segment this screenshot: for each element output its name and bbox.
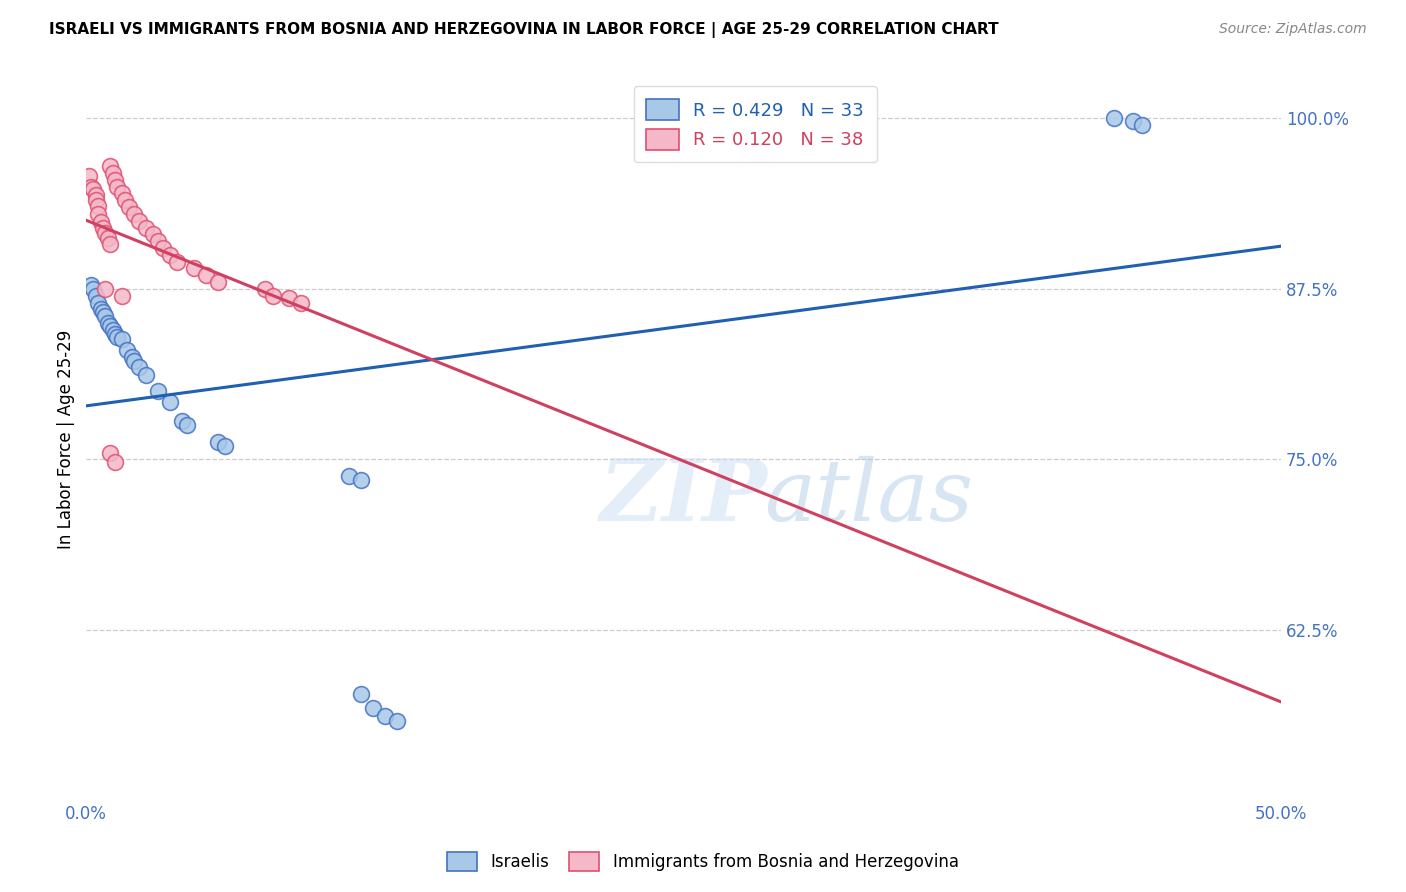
Point [135,368,157,382]
Point [90,302,112,317]
Legend: Israelis, Immigrants from Bosnia and Herzegovina: Israelis, Immigrants from Bosnia and Her… [439,843,967,880]
Point [350,473,373,487]
Point [80,277,103,292]
Point [207,434,229,449]
Point [194,268,217,283]
Point [111,289,134,303]
Point [374,709,396,723]
Point [214,439,236,453]
Point [350,687,373,701]
Point [104,455,127,469]
Point [97,231,120,245]
Point [104,173,127,187]
Point [1122,114,1144,128]
Point [135,220,157,235]
Point [94,282,117,296]
Point [111,333,134,347]
Point [94,310,117,324]
Point [91,305,114,319]
Point [1102,112,1125,126]
Point [278,292,301,306]
Point [84,187,107,202]
Point [128,359,150,374]
Point [118,200,141,214]
Point [82,282,104,296]
Point [254,282,277,296]
Point [87,207,110,221]
Point [111,186,134,201]
Point [105,179,128,194]
Point [290,295,312,310]
Point [82,182,104,196]
Point [98,236,121,251]
Point [84,193,107,207]
Point [183,261,205,276]
Point [77,169,100,183]
Point [115,343,138,358]
Point [101,323,124,337]
Point [90,215,112,229]
Point [122,354,145,368]
Point [361,701,384,715]
Point [80,179,103,194]
Text: ISRAELI VS IMMIGRANTS FROM BOSNIA AND HERZEGOVINA IN LABOR FORCE | AGE 25-29 COR: ISRAELI VS IMMIGRANTS FROM BOSNIA AND HE… [49,22,998,38]
Point [94,226,117,240]
Text: Source: ZipAtlas.com: Source: ZipAtlas.com [1219,22,1367,37]
Point [152,241,174,255]
Point [146,234,169,248]
Point [98,318,121,333]
Point [122,207,145,221]
Point [105,329,128,343]
Point [101,166,124,180]
Point [170,414,193,428]
Point [87,199,110,213]
Point [142,227,165,242]
Text: ZIP: ZIP [600,455,768,539]
Point [385,714,408,729]
Point [97,316,120,330]
Point [91,220,114,235]
Point [87,295,110,310]
Text: atlas: atlas [765,456,973,538]
Point [176,418,198,433]
Point [337,468,360,483]
Point [262,289,284,303]
Point [1132,118,1154,132]
Point [98,445,121,459]
Point [166,254,188,268]
Point [146,384,169,399]
Point [104,326,127,341]
Y-axis label: In Labor Force | Age 25-29: In Labor Force | Age 25-29 [58,329,75,549]
Legend: R = 0.429   N = 33, R = 0.120   N = 38: R = 0.429 N = 33, R = 0.120 N = 38 [634,87,877,162]
Point [114,193,136,207]
Point [128,213,150,227]
Point [84,289,107,303]
Point [207,275,229,289]
Point [121,350,143,364]
Point [98,159,121,173]
Point [159,248,181,262]
Point [159,395,181,409]
